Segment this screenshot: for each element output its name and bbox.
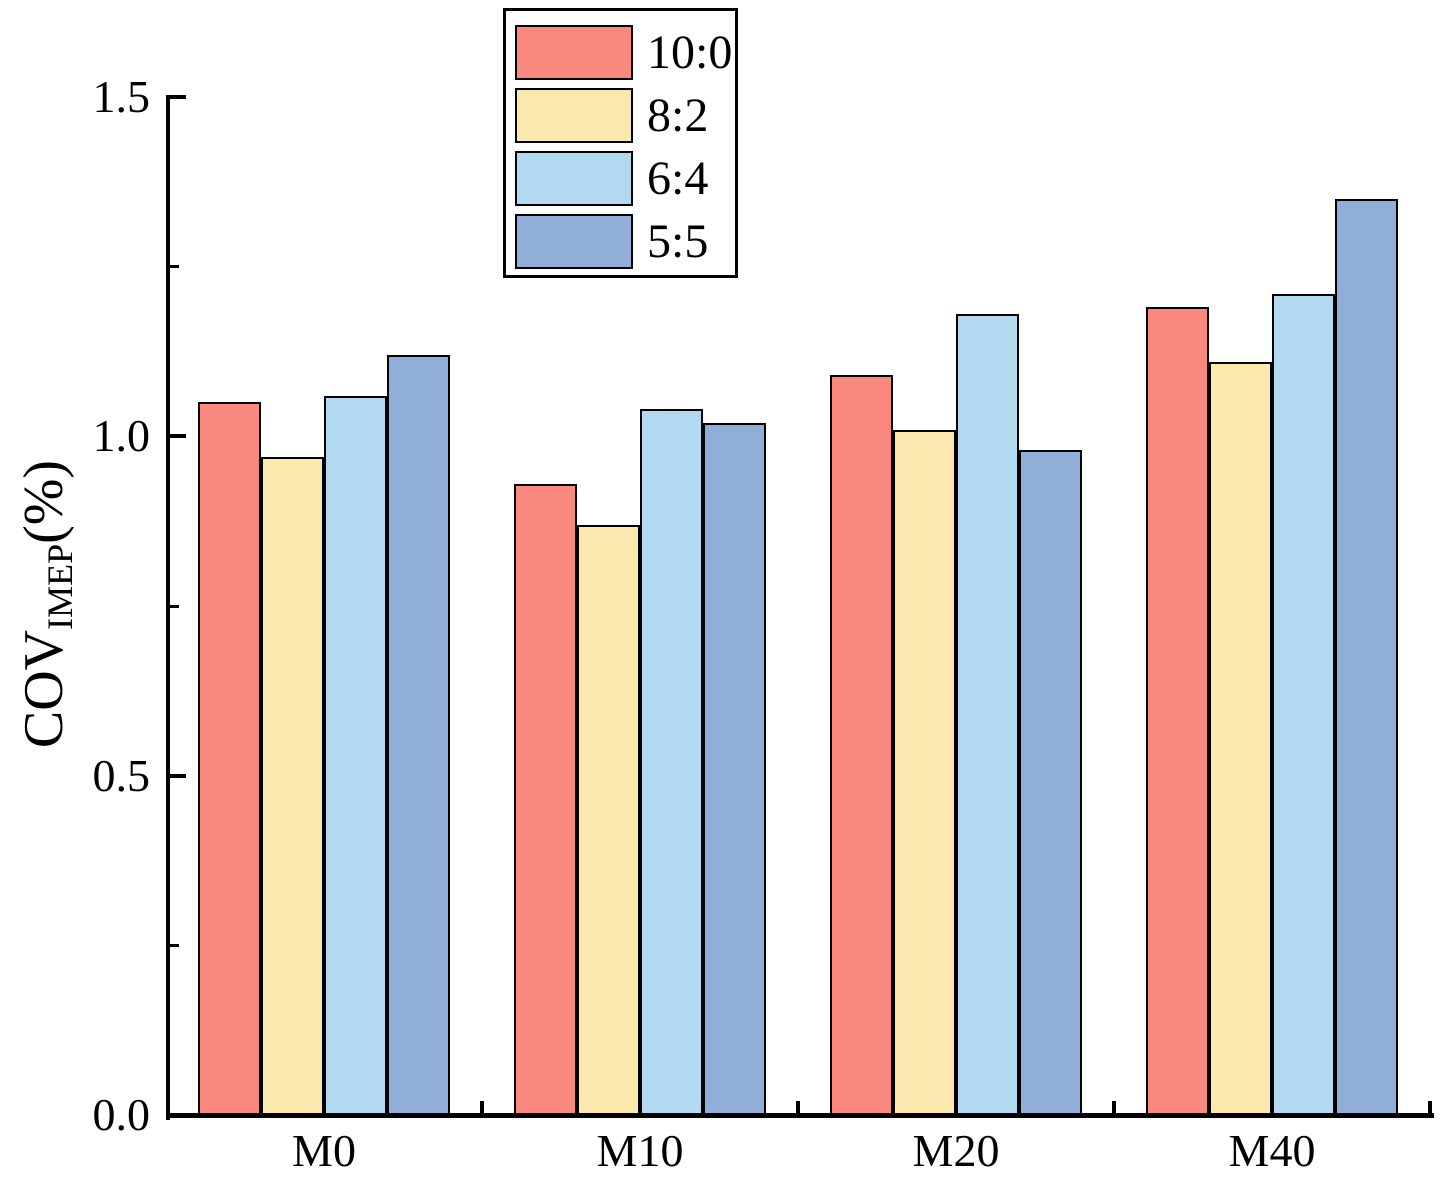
legend-swatch-10-0 bbox=[515, 25, 633, 80]
y-major-tick-0.0 bbox=[170, 1113, 186, 1117]
legend-label-5-5: 5:5 bbox=[647, 215, 709, 268]
legend-entry-5-5: 5:5 bbox=[515, 210, 735, 273]
legend-label-6-4: 6:4 bbox=[647, 152, 709, 205]
bar-M0-10-0 bbox=[198, 402, 261, 1115]
legend-label-10-0: 10:0 bbox=[647, 26, 733, 79]
bar-M40-6-4 bbox=[1272, 294, 1335, 1115]
bar-M20-5-5 bbox=[1019, 450, 1082, 1115]
y-axis-title-unit: (%) bbox=[13, 459, 75, 544]
y-minor-tick-0.75 bbox=[170, 605, 179, 608]
y-major-tick-1.5 bbox=[170, 95, 186, 99]
bar-M10-10-0 bbox=[514, 484, 577, 1115]
legend: 10:0 8:2 6:4 5:5 bbox=[503, 8, 738, 278]
x-center-tick-M0 bbox=[322, 1101, 326, 1115]
bar-M40-5-5 bbox=[1335, 199, 1398, 1115]
y-minor-tick-1.25 bbox=[170, 265, 179, 268]
legend-entry-10-0: 10:0 bbox=[515, 21, 735, 84]
y-tick-label-0.0: 0.0 bbox=[92, 1089, 151, 1140]
x-center-tick-M20 bbox=[954, 1101, 958, 1115]
bar-M20-8-2 bbox=[893, 430, 956, 1115]
y-axis-line bbox=[166, 95, 170, 1120]
legend-entry-8-2: 8:2 bbox=[515, 84, 735, 147]
y-tick-label-1.0: 1.0 bbox=[92, 410, 151, 461]
bar-M0-6-4 bbox=[324, 396, 387, 1115]
x-tick-label-M10: M10 bbox=[596, 1125, 684, 1176]
bar-M40-10-0 bbox=[1146, 307, 1209, 1115]
bar-M40-8-2 bbox=[1209, 362, 1272, 1115]
y-axis-title-subscript: IMEP bbox=[40, 543, 80, 630]
x-center-tick-M40 bbox=[1270, 1101, 1274, 1115]
y-tick-label-1.5: 1.5 bbox=[92, 71, 151, 122]
y-minor-tick-0.25 bbox=[170, 944, 179, 947]
bar-M20-10-0 bbox=[830, 375, 893, 1115]
x-boundary-tick-2 bbox=[796, 1101, 800, 1115]
x-axis-line bbox=[166, 1113, 1434, 1118]
x-boundary-tick-1 bbox=[480, 1101, 484, 1115]
y-axis-title-main: COV bbox=[13, 629, 75, 749]
legend-label-8-2: 8:2 bbox=[647, 89, 709, 142]
legend-swatch-5-5 bbox=[515, 214, 633, 269]
x-boundary-tick-4 bbox=[1428, 1101, 1432, 1115]
bar-M10-5-5 bbox=[703, 423, 766, 1115]
legend-swatch-6-4 bbox=[515, 151, 633, 206]
legend-swatch-8-2 bbox=[515, 88, 633, 143]
bar-M10-6-4 bbox=[640, 409, 703, 1115]
y-tick-label-0.5: 0.5 bbox=[92, 750, 151, 801]
x-boundary-tick-3 bbox=[1112, 1101, 1116, 1115]
plot-area bbox=[166, 97, 1430, 1115]
bar-M10-8-2 bbox=[577, 525, 640, 1115]
x-tick-label-M0: M0 bbox=[292, 1125, 356, 1176]
x-tick-label-M40: M40 bbox=[1228, 1125, 1316, 1176]
bar-M0-5-5 bbox=[387, 355, 450, 1115]
y-axis-title: COV IMEP (%) bbox=[13, 449, 80, 759]
x-tick-label-M20: M20 bbox=[912, 1125, 1000, 1176]
bar-M20-6-4 bbox=[956, 314, 1019, 1115]
x-center-tick-M10 bbox=[638, 1101, 642, 1115]
legend-entry-6-4: 6:4 bbox=[515, 147, 735, 210]
bar-M0-8-2 bbox=[261, 457, 324, 1115]
y-major-tick-1.0 bbox=[170, 434, 186, 438]
y-major-tick-0.5 bbox=[170, 774, 186, 778]
